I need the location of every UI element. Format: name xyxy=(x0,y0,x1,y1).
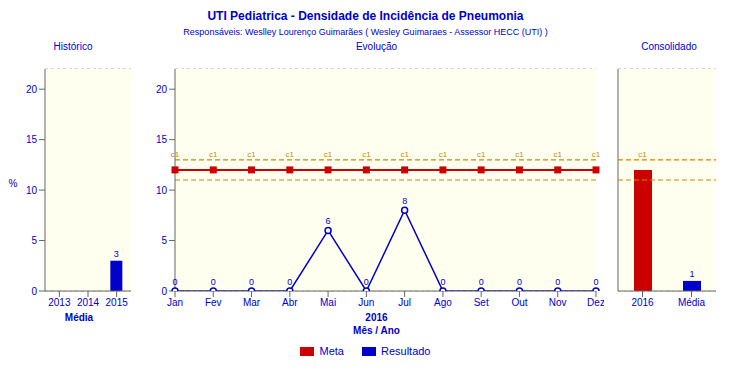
svg-text:Nov: Nov xyxy=(549,297,567,308)
svg-text:c1: c1 xyxy=(286,150,295,159)
svg-text:20: 20 xyxy=(26,84,38,95)
svg-text:c1: c1 xyxy=(554,150,563,159)
html-text:UTI Pediatrica - Densidade de: UTI Pediatrica - Densidade de Incidência… xyxy=(207,9,524,23)
svg-text:5: 5 xyxy=(31,235,37,246)
svg-text:Fev: Fev xyxy=(205,297,222,308)
svg-text:0: 0 xyxy=(249,277,254,287)
svg-text:Média: Média xyxy=(678,297,706,308)
html-text:Meta: Meta xyxy=(319,345,344,357)
svg-text:Jan: Jan xyxy=(167,297,183,308)
svg-text:0: 0 xyxy=(211,277,216,287)
svg-text:Jun: Jun xyxy=(358,297,374,308)
svg-text:0: 0 xyxy=(555,277,560,287)
svg-text:10: 10 xyxy=(156,185,168,196)
svg-text:2014: 2014 xyxy=(77,297,100,308)
svg-text:0: 0 xyxy=(287,277,292,287)
html-text:Média: Média xyxy=(64,312,94,323)
svg-text:Set: Set xyxy=(474,297,489,308)
svg-text:c1: c1 xyxy=(362,150,371,159)
svg-text:c1: c1 xyxy=(247,150,256,159)
html-text:Evolução: Evolução xyxy=(355,41,398,52)
svg-text:8: 8 xyxy=(402,196,407,206)
svg-text:3: 3 xyxy=(114,249,119,259)
html-text:2016 Mês / Ano: 2016 Mês / Ano xyxy=(353,312,400,336)
svg-text:Abr: Abr xyxy=(282,297,298,308)
svg-text:0: 0 xyxy=(593,277,598,287)
svg-text:2013: 2013 xyxy=(48,297,71,308)
svg-text:2016: 2016 xyxy=(631,297,654,308)
svg-text:5: 5 xyxy=(161,235,167,246)
svg-text:Mar: Mar xyxy=(243,297,261,308)
svg-text:c1: c1 xyxy=(209,150,218,159)
html-text:Consolidado: Consolidado xyxy=(641,41,697,52)
html-text:Responsáveis: Weslley Lourenço: Responsáveis: Weslley Lourenço Guimarães… xyxy=(183,27,548,37)
svg-text:15: 15 xyxy=(26,134,38,145)
svg-text:c1: c1 xyxy=(592,150,601,159)
svg-text:0: 0 xyxy=(172,277,177,287)
svg-text:c1: c1 xyxy=(477,150,486,159)
html-text:Histórico: Histórico xyxy=(53,41,93,52)
svg-text:Mai: Mai xyxy=(320,297,336,308)
svg-text:Jul: Jul xyxy=(398,297,411,308)
svg-text:c1: c1 xyxy=(638,150,647,159)
svg-text:1: 1 xyxy=(689,269,694,279)
svg-text:10: 10 xyxy=(26,185,38,196)
svg-text:Dez: Dez xyxy=(587,297,604,308)
svg-text:20: 20 xyxy=(156,84,168,95)
svg-text:0: 0 xyxy=(161,286,167,297)
svg-text:c1: c1 xyxy=(324,150,333,159)
svg-text:6: 6 xyxy=(326,216,331,226)
svg-text:Ago: Ago xyxy=(434,297,452,308)
svg-text:0: 0 xyxy=(517,277,522,287)
svg-text:c1: c1 xyxy=(400,150,409,159)
svg-text:15: 15 xyxy=(156,134,168,145)
svg-text:2015: 2015 xyxy=(106,297,129,308)
svg-text:0: 0 xyxy=(31,286,37,297)
svg-text:0: 0 xyxy=(364,277,369,287)
svg-text:c1: c1 xyxy=(439,150,448,159)
svg-text:0: 0 xyxy=(440,277,445,287)
svg-text:Out: Out xyxy=(511,297,527,308)
html-text:Resultado: Resultado xyxy=(381,345,431,357)
svg-text:0: 0 xyxy=(479,277,484,287)
svg-text:c1: c1 xyxy=(171,150,180,159)
svg-text:c1: c1 xyxy=(515,150,524,159)
